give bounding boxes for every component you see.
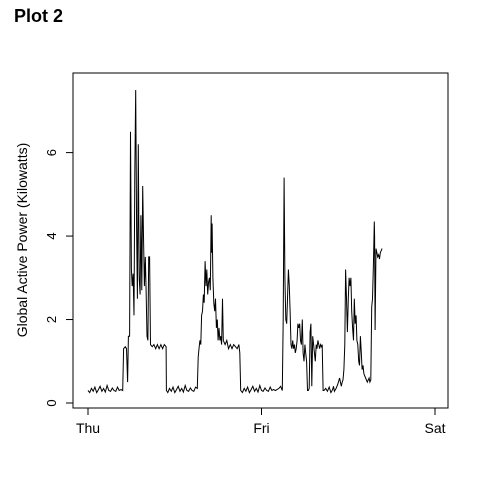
x-axis: Thu Fri Sat [76,407,446,436]
series-line-global-active-power [87,89,383,394]
plot-area-frame [72,72,449,409]
plot-title: Plot 2 [14,6,64,26]
y-axis-label: Global Active Power (Kilowatts) [14,143,30,338]
y-tick-label-1: 2 [44,316,59,323]
y-tick-label-3: 6 [44,149,59,156]
x-tick-label-sat: Sat [424,420,445,436]
y-axis: 0 2 4 6 [44,149,74,407]
y-tick-label-2: 4 [44,232,59,239]
y-tick-label-0: 0 [44,399,59,406]
x-tick-label-thu: Thu [76,420,100,436]
x-tick-label-fri: Fri [253,420,269,436]
